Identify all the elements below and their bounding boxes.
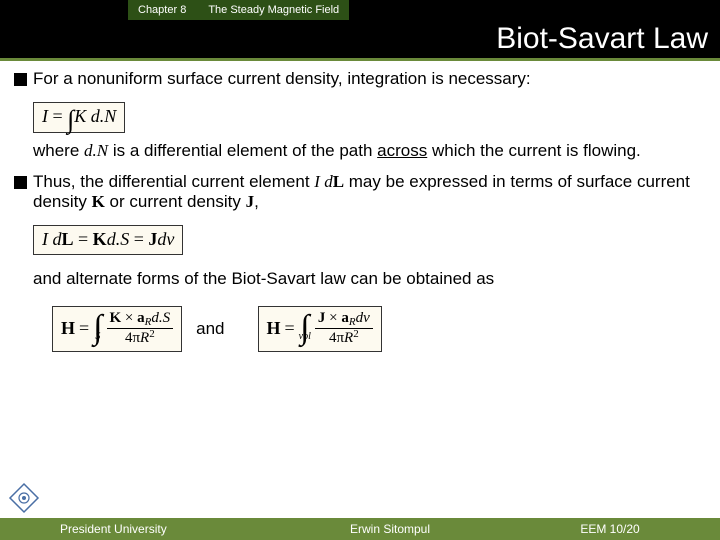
footer-center: Erwin Sitompul [280, 522, 500, 536]
footer-left: President University [0, 522, 280, 536]
where-line: where d.N is a differential element of t… [33, 141, 706, 162]
where-mid: is a differential element of the path [108, 141, 377, 160]
bullet-1-text: For a nonuniform surface current density… [33, 69, 706, 90]
bullet-2: Thus, the differential current element I… [14, 172, 706, 213]
slide-title: Biot-Savart Law [496, 22, 708, 56]
content-area: For a nonuniform surface current density… [0, 61, 720, 358]
header-bar: Chapter 8 The Steady Magnetic Field Biot… [0, 0, 720, 58]
bullet-2-text: Thus, the differential current element I… [33, 172, 706, 213]
integral-vol: ∫vol [299, 319, 311, 339]
chapter-title: The Steady Magnetic Field [202, 4, 339, 16]
chapter-label: Chapter 8 [138, 4, 192, 16]
fraction-K: K × aRd.S 4πR2 [107, 311, 174, 347]
where-dN: d.N [84, 141, 108, 160]
bullet-square-icon [14, 73, 27, 86]
where-pre: where [33, 141, 84, 160]
and-word: and [196, 319, 224, 340]
footer-bar: President University Erwin Sitompul EEM … [0, 518, 720, 540]
bullet-square-icon [14, 176, 27, 189]
alt-line: and alternate forms of the Biot-Savart l… [33, 269, 706, 290]
integral-S: ∫S [93, 319, 102, 339]
biot-savart-forms: H = ∫S K × aRd.S 4πR2 and H = ∫vol J × a… [33, 300, 706, 358]
formula-H-surface: H = ∫S K × aRd.S 4πR2 [52, 306, 182, 352]
university-logo-icon [8, 482, 40, 514]
formula-integral-KdN: I = ∫K d.N [33, 102, 125, 133]
formula-IdL-equiv: I dL = Kd.S = Jdv [33, 225, 183, 255]
bullet-1: For a nonuniform surface current density… [14, 69, 706, 90]
formula-H-volume: H = ∫vol J × aRdv 4πR2 [258, 306, 382, 352]
chapter-tab: Chapter 8 The Steady Magnetic Field [128, 0, 349, 20]
footer-right: EEM 10/20 [500, 522, 720, 536]
fraction-J: J × aRdv 4πR2 [315, 311, 373, 347]
where-across: across [377, 141, 427, 160]
where-post: which the current is flowing. [427, 141, 641, 160]
